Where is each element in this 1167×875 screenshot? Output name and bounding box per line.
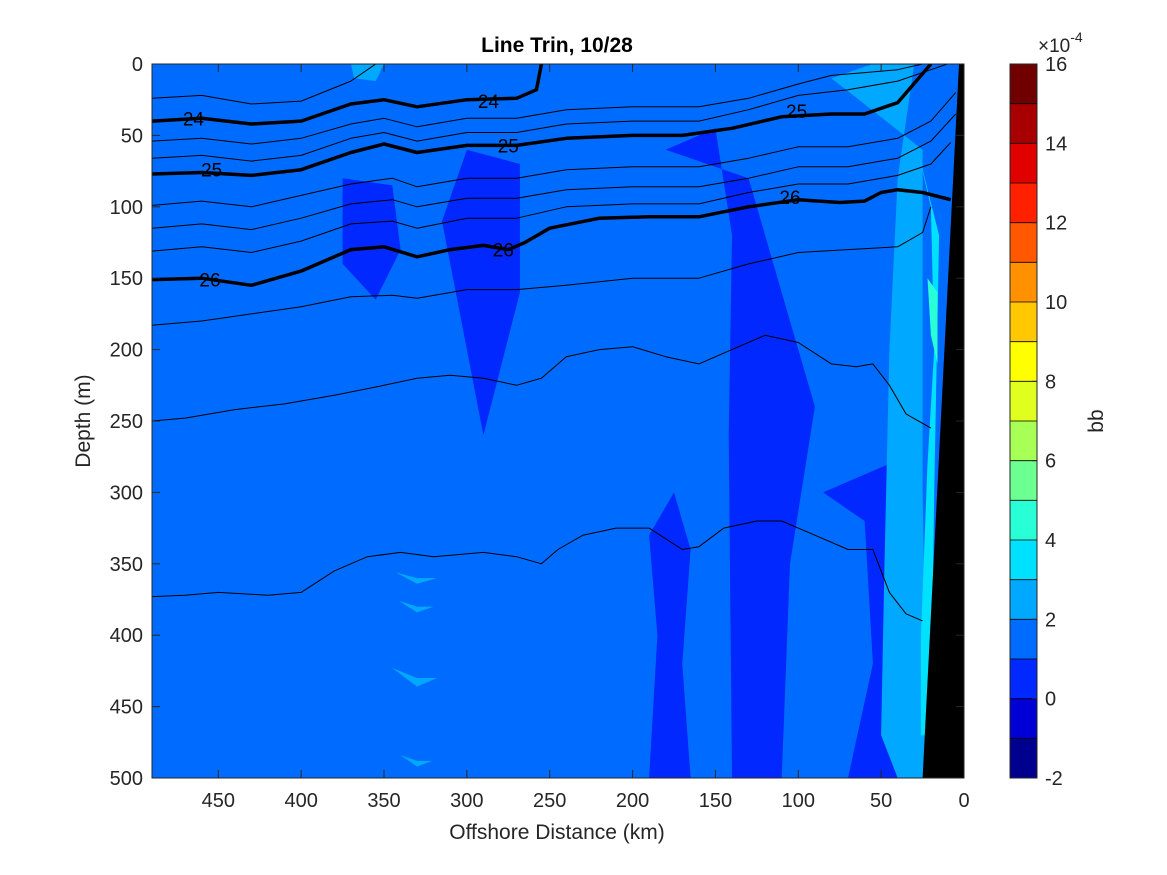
colorbar-exponent: ×10-4 [1038, 29, 1083, 57]
colorbar-tick-label-1: 0 [1045, 689, 1056, 711]
colorbar-band-9 [1010, 381, 1037, 421]
colorbar-tick-label-8: 14 [1045, 133, 1067, 155]
x-tick-label-3: 300 [450, 790, 483, 812]
contour-line-4 [152, 64, 923, 145]
x-tick-label-7: 100 [782, 790, 815, 812]
colorbar-band-12 [1010, 262, 1037, 302]
x-tick-label-0: 450 [202, 790, 235, 812]
heatmap-field [152, 64, 964, 778]
colorbar-band-4 [1010, 579, 1037, 620]
y-tick-label-6: 300 [110, 482, 143, 504]
contour-label-2: 25 [786, 102, 807, 123]
colorbar-band-2 [1010, 659, 1037, 699]
x-tick-label-1: 400 [284, 790, 317, 812]
field-patch-0 [342, 178, 401, 300]
field-patch-10 [395, 572, 437, 584]
colorbar-tick-label-4: 6 [1045, 451, 1056, 473]
contour-label-4: 25 [201, 161, 222, 182]
colorbar-band-8 [1010, 421, 1037, 461]
contour-label-1: 24 [478, 92, 500, 113]
colorbar-band-6 [1010, 500, 1037, 540]
colorbar-tick-label-9: 16 [1045, 54, 1067, 76]
density-contours [152, 64, 957, 622]
contour-line-10 [152, 334, 932, 429]
colorbar-band-7 [1010, 460, 1037, 501]
contour-label-0: 24 [183, 109, 205, 130]
colorbar-tick-label-2: 2 [1045, 609, 1056, 631]
colorbar-tick-label-6: 10 [1045, 292, 1067, 314]
y-tick-label-10: 500 [110, 768, 143, 790]
contour-line-9 [152, 206, 932, 326]
chart-title: Line Trin, 10/28 [481, 34, 633, 57]
contour-line-6 [152, 92, 957, 208]
colorbar-tick-label-3: 4 [1045, 530, 1056, 552]
y-tick-label-0: 0 [132, 54, 143, 76]
seafloor-boundary [922, 64, 964, 778]
colorbar-band-17 [1010, 64, 1037, 104]
field-patch-3 [649, 492, 691, 778]
field-patch-11 [398, 600, 434, 613]
x-axis-label: Offshore Distance (km) [449, 821, 665, 844]
colorbar-band-5 [1010, 540, 1037, 580]
colorbar-exponent-power: -4 [1070, 29, 1083, 45]
y-tick-label-9: 450 [110, 697, 143, 719]
field-patch-1 [442, 149, 520, 436]
x-tick-label-2: 350 [367, 790, 400, 812]
colorbar-frame [1009, 63, 1038, 779]
colorbar-band-11 [1010, 302, 1037, 342]
contour-labels: 24 24 25 25 25 26 26 26 [183, 92, 807, 292]
contour-line-8 [152, 142, 952, 253]
colorbar: -2 0 2 4 6 8 10 12 14 16 [1009, 54, 1067, 790]
x-tick-label-8: 50 [870, 790, 892, 812]
contour-label-3: 25 [498, 136, 519, 157]
colorbar-label: bb [1085, 409, 1108, 432]
field-patch-9 [392, 668, 437, 687]
colorbar-band-10 [1010, 341, 1037, 382]
y-tick-label-3: 150 [110, 268, 143, 290]
contour-line-2 [152, 187, 952, 288]
contour-line-1 [152, 64, 933, 178]
field-patch-12 [400, 755, 433, 767]
y-axis-label: Depth (m) [72, 374, 95, 467]
x-axis: 450 400 350 300 250 200 150 100 50 0 [202, 64, 970, 812]
x-tick-label-6: 150 [699, 790, 732, 812]
y-tick-label-1: 50 [121, 125, 143, 147]
colorbar-exponent-base: ×10 [1038, 36, 1070, 57]
field-patch-7 [927, 278, 938, 364]
contour-label-6: 26 [493, 241, 514, 262]
contour-line-5 [152, 64, 948, 162]
seafloor-shape [922, 64, 964, 778]
colorbar-band-16 [1010, 103, 1037, 144]
colorbar-band-15 [1010, 143, 1037, 183]
y-tick-label-2: 100 [110, 197, 143, 219]
contour-line-7 [152, 113, 957, 231]
colorbar-band-0 [1010, 738, 1037, 778]
field-patch-8 [350, 64, 384, 82]
colorbar-band-3 [1010, 619, 1037, 659]
colorbar-band-1 [1010, 698, 1037, 739]
colorbar-tick-label-7: 12 [1045, 213, 1067, 235]
y-tick-label-4: 200 [110, 340, 143, 362]
colorbar-tick-label-5: 8 [1045, 371, 1056, 393]
contour-label-7: 26 [199, 271, 220, 292]
contour-line-3 [152, 64, 376, 105]
x-tick-label-9: 0 [958, 790, 969, 812]
field-patch-5 [831, 64, 928, 778]
contour-line-11 [152, 520, 923, 622]
field-background [152, 64, 964, 778]
x-tick-label-4: 250 [533, 790, 566, 812]
contour-label-5: 26 [779, 188, 800, 209]
y-tick-label-5: 250 [110, 411, 143, 433]
y-axis: 0 50 100 150 200 250 300 350 400 450 500 [110, 54, 964, 790]
colorbar-band-14 [1010, 183, 1037, 223]
contour-line-0 [152, 64, 544, 126]
field-patch-4 [823, 463, 901, 778]
y-tick-label-7: 350 [110, 554, 143, 576]
colorbar-tick-label-0: -2 [1045, 768, 1063, 790]
field-patch-2 [665, 128, 815, 778]
y-tick-label-8: 400 [110, 625, 143, 647]
colorbar-band-13 [1010, 222, 1037, 263]
x-tick-label-5: 200 [616, 790, 649, 812]
